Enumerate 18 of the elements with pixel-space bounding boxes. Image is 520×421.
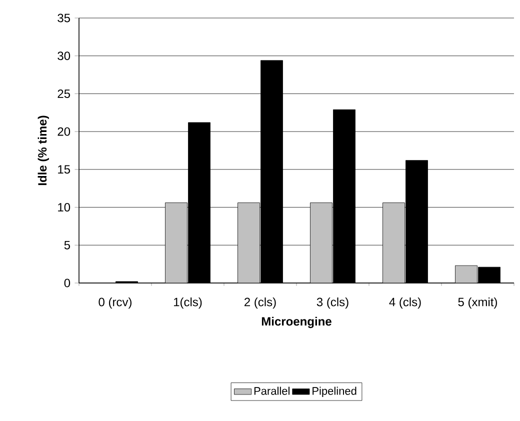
x-tick-label: 1(cls) — [174, 297, 202, 309]
y-tick-label: 10 — [58, 203, 70, 212]
y-axis-title: Idle (% time) — [38, 116, 49, 186]
y-tick-label: 35 — [58, 14, 70, 22]
x-tick-label: 3 (cls) — [316, 297, 348, 309]
y-tick-label: 25 — [58, 89, 70, 98]
x-tick-label: 4 (cls) — [389, 297, 421, 309]
y-tick-label: 5 — [64, 240, 70, 250]
x-tick-label: 5 (xmit) — [458, 297, 497, 309]
x-axis-title: Microengine — [262, 316, 332, 328]
y-tick-label: 20 — [58, 127, 70, 136]
y-tick-label: 15 — [58, 165, 70, 174]
y-tick-label: 30 — [58, 52, 70, 60]
x-tick-label: 2 (cls) — [244, 297, 276, 309]
legend-label: Pipelined — [312, 386, 356, 398]
y-tick-label: 0 — [64, 278, 70, 288]
x-tick-label: 0 (rcv) — [98, 297, 132, 309]
legend-label: Parallel — [254, 386, 290, 395]
